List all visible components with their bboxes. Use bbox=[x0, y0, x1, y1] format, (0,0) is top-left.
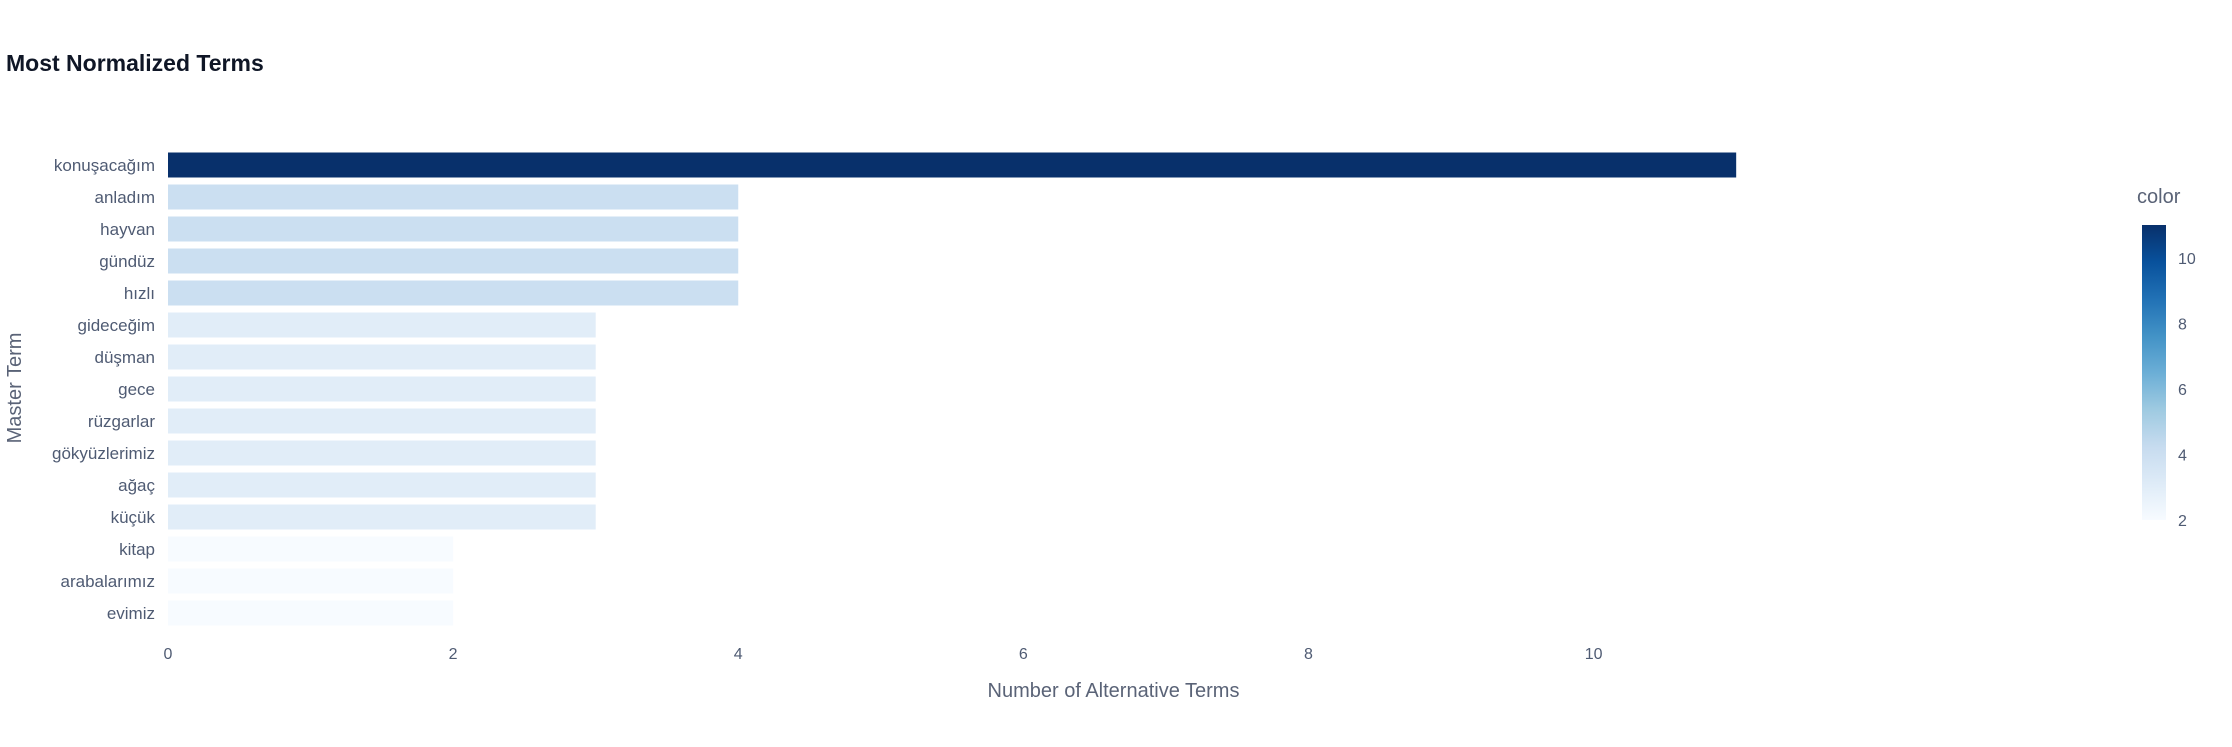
category-label: rüzgarlar bbox=[88, 412, 155, 431]
bar-9 bbox=[168, 440, 596, 466]
category-label: gideceğim bbox=[78, 316, 156, 335]
bar-7 bbox=[168, 376, 596, 402]
category-label: ağaç bbox=[118, 476, 155, 495]
bar-2 bbox=[168, 216, 739, 242]
bar-11 bbox=[168, 504, 596, 530]
category-label: gece bbox=[118, 380, 155, 399]
x-tick-label: 0 bbox=[164, 646, 173, 663]
colorbar-tick-label: 8 bbox=[2178, 316, 2187, 333]
bar-14 bbox=[168, 600, 454, 626]
bar-12 bbox=[168, 536, 454, 562]
bar-10 bbox=[168, 472, 596, 498]
bar-13 bbox=[168, 568, 454, 594]
category-label: gökyüzlerimiz bbox=[52, 444, 155, 463]
x-axis-title: Number of Alternative Terms bbox=[988, 680, 1240, 702]
bar-8 bbox=[168, 408, 596, 434]
x-tick-label: 6 bbox=[1019, 646, 1028, 663]
category-label: evimiz bbox=[107, 604, 155, 623]
bar-3 bbox=[168, 248, 739, 274]
bar-0 bbox=[168, 152, 1737, 178]
x-tick-label: 10 bbox=[1585, 646, 1603, 663]
colorbar-ticks: 2 4 6 8 10 bbox=[2178, 251, 2196, 530]
x-tick-label: 2 bbox=[449, 646, 458, 663]
colorbar-tick-label: 4 bbox=[2178, 447, 2187, 464]
category-label: hayvan bbox=[100, 220, 155, 239]
bars-group bbox=[168, 152, 1737, 626]
category-label: hızlı bbox=[124, 284, 155, 303]
category-label: gündüz bbox=[99, 252, 155, 271]
category-label: anladım bbox=[95, 188, 155, 207]
category-label: düşman bbox=[95, 348, 155, 367]
colorbar-tick-label: 2 bbox=[2178, 513, 2187, 530]
bar-4 bbox=[168, 280, 739, 306]
colorbar: color 2 4 6 8 10 bbox=[2137, 186, 2196, 530]
y-axis-title: Master Term bbox=[4, 333, 26, 444]
bar-5 bbox=[168, 312, 596, 338]
category-label: kitap bbox=[119, 540, 155, 559]
colorbar-title: color bbox=[2137, 186, 2181, 208]
category-label: arabalarımız bbox=[61, 572, 155, 591]
colorbar-tick-label: 10 bbox=[2178, 251, 2196, 268]
bar-1 bbox=[168, 184, 739, 210]
chart-title: Most Normalized Terms bbox=[6, 50, 264, 76]
bar-6 bbox=[168, 344, 596, 370]
category-label: konuşacağım bbox=[54, 156, 155, 175]
colorbar-gradient bbox=[2142, 225, 2166, 520]
category-labels: konuşacağım anladım hayvan gündüz hızlı gidec… bbox=[52, 156, 155, 623]
colorbar-tick-label: 6 bbox=[2178, 382, 2187, 399]
category-label: küçük bbox=[111, 508, 156, 527]
x-tick-label: 4 bbox=[734, 646, 743, 663]
x-tick-label: 8 bbox=[1304, 646, 1313, 663]
x-axis-ticks: 0 2 4 6 8 10 bbox=[164, 646, 1603, 663]
